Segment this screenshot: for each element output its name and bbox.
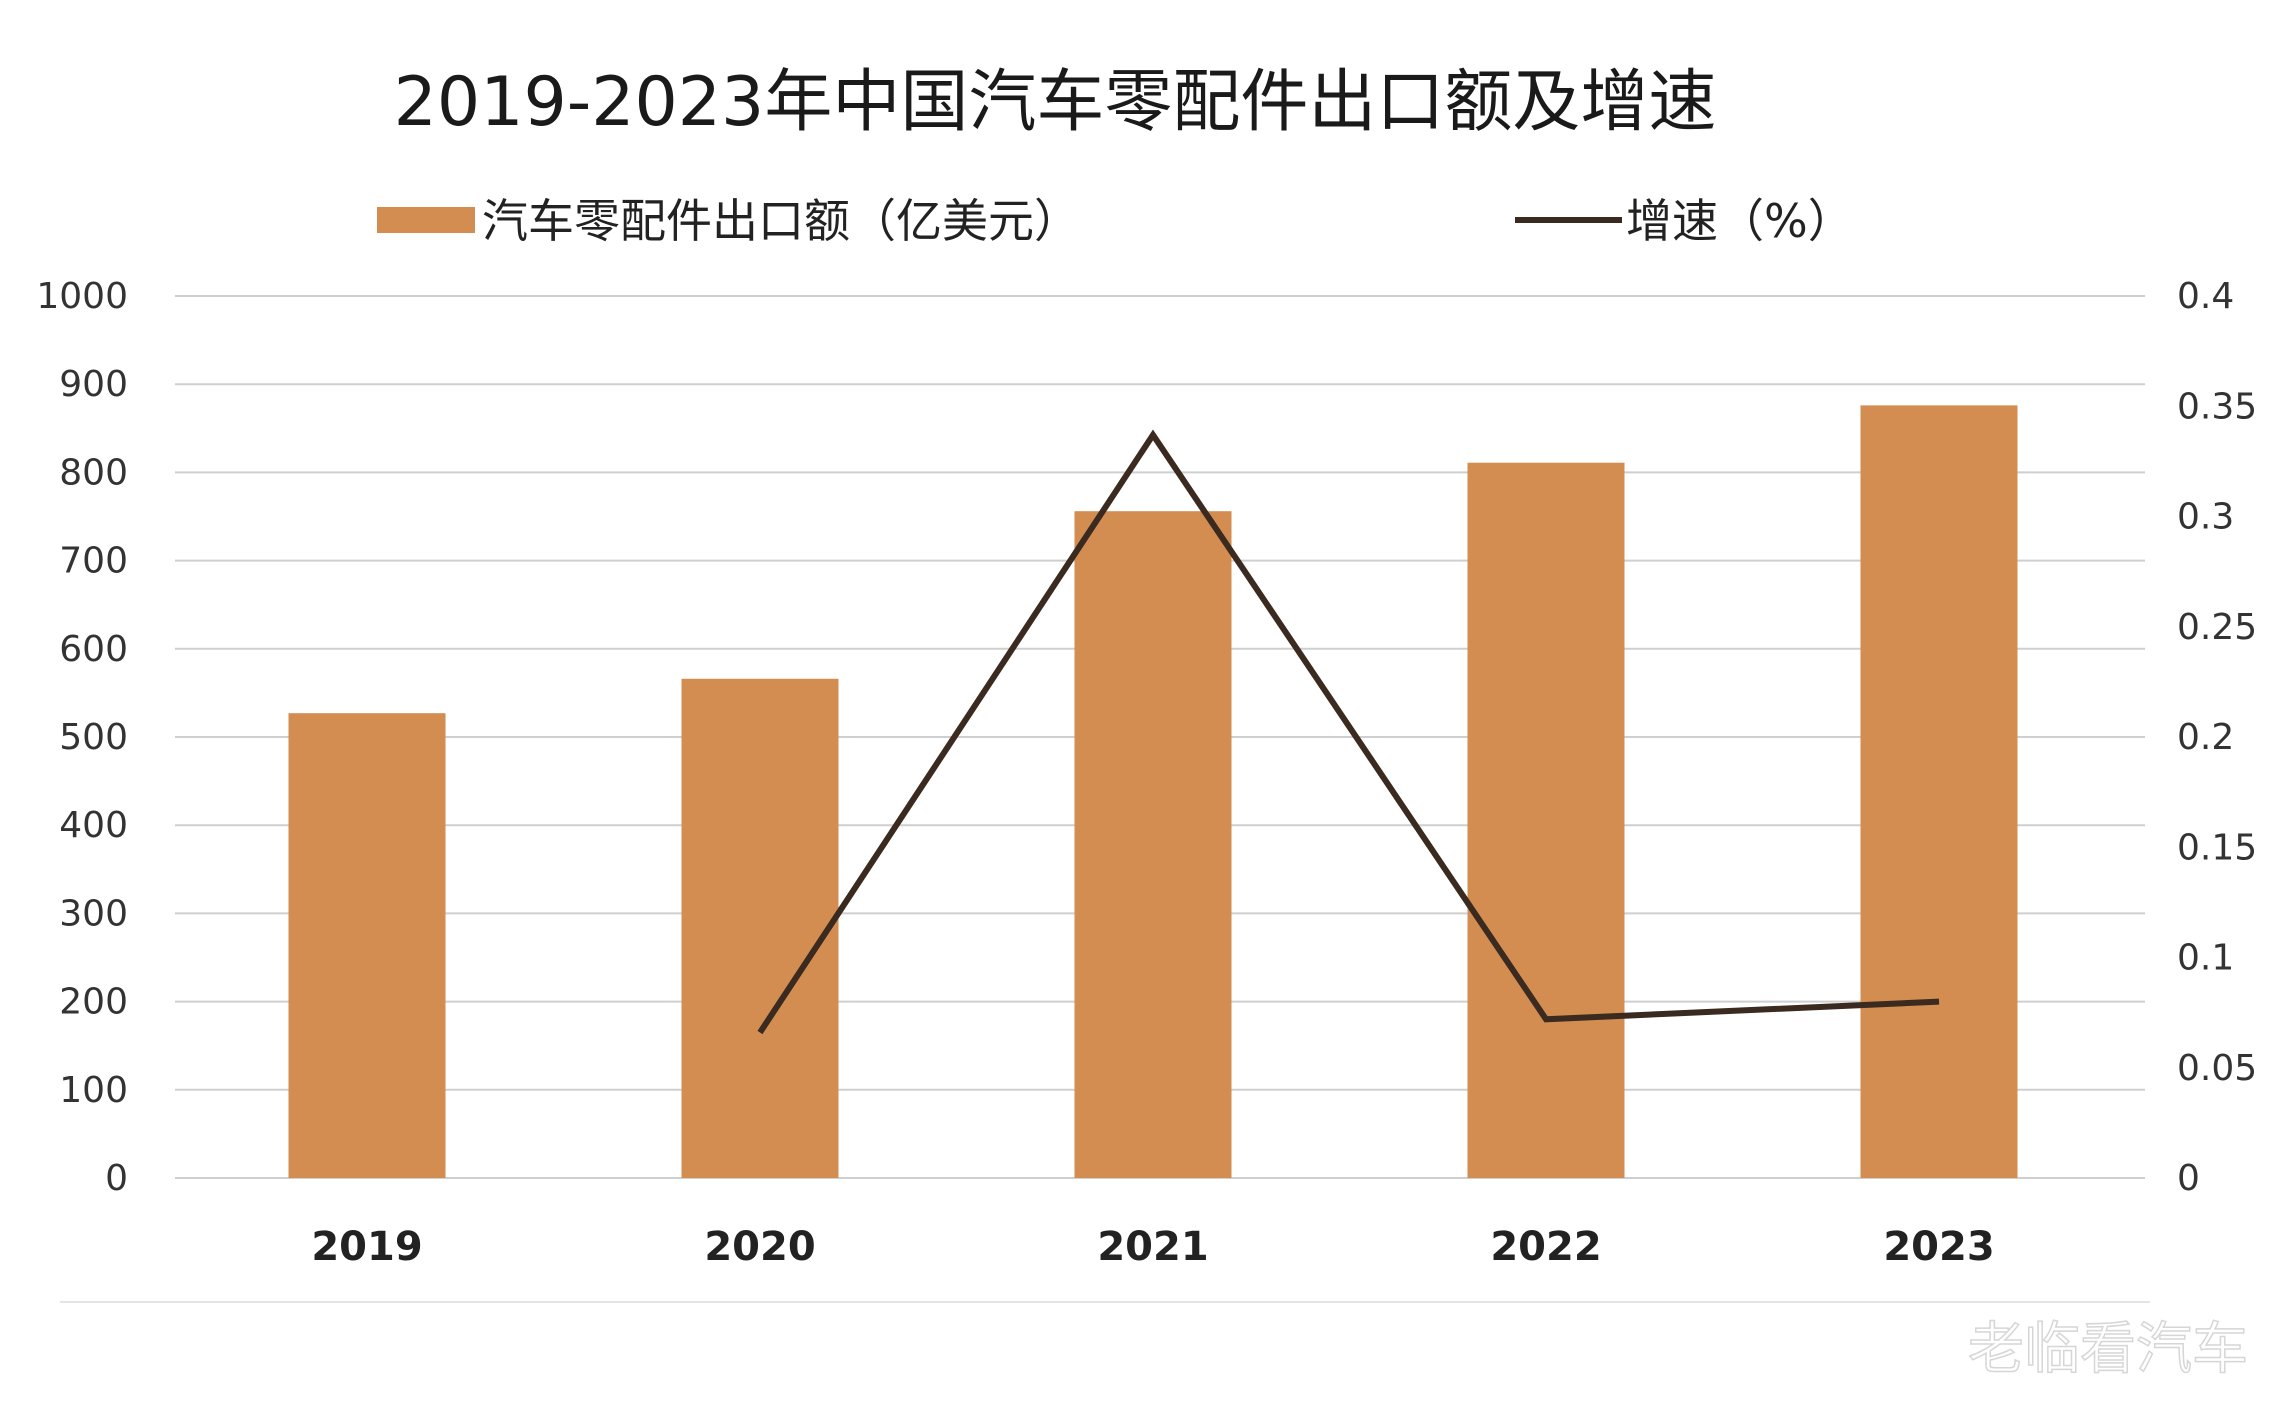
y-left-tick-label: 600 xyxy=(59,629,128,670)
y-left-tick-label: 1000 xyxy=(36,276,128,317)
bar xyxy=(1074,511,1232,1178)
y-left-tick-label: 200 xyxy=(59,982,128,1023)
bar xyxy=(1860,405,2018,1178)
y-right-tick-label: 0.2 xyxy=(2177,717,2234,758)
y-left-tick-label: 300 xyxy=(59,893,128,934)
x-tick-label: 2020 xyxy=(704,1224,815,1270)
x-tick-label: 2019 xyxy=(311,1224,422,1270)
y-left-tick-label: 900 xyxy=(59,364,128,405)
x-tick-label: 2022 xyxy=(1490,1224,1601,1270)
y-left-tick-label: 800 xyxy=(59,452,128,493)
legend: 汽车零配件出口额（亿美元） 增速（%） xyxy=(377,194,1854,248)
growth-line xyxy=(757,429,1940,1035)
y-left-tick-label: 0 xyxy=(105,1158,128,1199)
x-axis: 2019 2020 2021 2022 2023 xyxy=(311,1224,1994,1270)
y-left-tick-label: 100 xyxy=(59,1070,128,1111)
y-left-tick-label: 400 xyxy=(59,805,128,846)
y-right-tick-label: 0.25 xyxy=(2177,607,2257,648)
y-left-tick-label: 500 xyxy=(59,717,128,758)
y-right-tick-label: 0.15 xyxy=(2177,827,2257,868)
y-right-tick-label: 0.05 xyxy=(2177,1048,2257,1089)
y-right-tick-label: 0.3 xyxy=(2177,497,2234,538)
legend-label-line: 增速（%） xyxy=(1626,194,1854,248)
y-right-tick-label: 0.1 xyxy=(2177,938,2234,979)
legend-swatch-bar xyxy=(377,207,475,233)
watermark: 老临看汽车 xyxy=(1968,1317,2248,1382)
right-axis: 0 0.05 0.1 0.15 0.2 0.25 0.3 0.35 0.4 xyxy=(2177,276,2257,1199)
bar-series xyxy=(288,405,2018,1178)
x-tick-label: 2023 xyxy=(1883,1224,1994,1270)
bar xyxy=(681,678,839,1178)
x-tick-label: 2021 xyxy=(1097,1224,1208,1270)
chart-title: 2019-2023年中国汽车零配件出口额及增速 xyxy=(394,63,1717,142)
bar xyxy=(1467,462,1625,1178)
y-right-tick-label: 0.4 xyxy=(2177,276,2234,317)
line-series xyxy=(757,429,1940,1035)
bar xyxy=(288,713,446,1178)
y-right-tick-label: 0 xyxy=(2177,1158,2200,1199)
left-axis: 0 100 200 300 400 500 600 700 800 900 1000 xyxy=(36,276,128,1199)
legend-label-bar: 汽车零配件出口额（亿美元） xyxy=(482,194,1080,248)
y-left-tick-label: 700 xyxy=(59,541,128,582)
y-right-tick-label: 0.35 xyxy=(2177,386,2257,427)
